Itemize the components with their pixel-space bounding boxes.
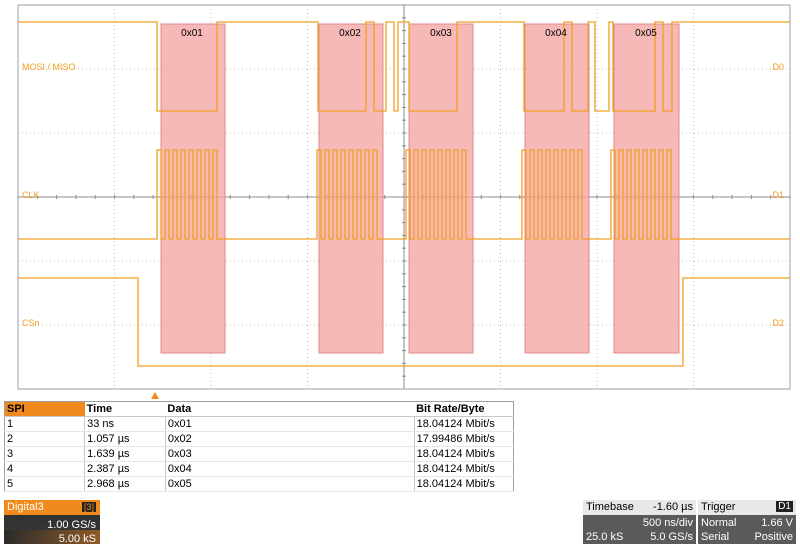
channel-tag-d1: D1 bbox=[772, 190, 784, 200]
table-row[interactable]: 1 33 ns 0x01 18.04124 Mbit/s bbox=[4, 416, 514, 432]
byte-label: 0x03 bbox=[430, 28, 452, 39]
trace-mosi-miso bbox=[18, 21, 790, 112]
timebase-position: -1.60 µs bbox=[653, 501, 693, 513]
cell-index: 5 bbox=[4, 476, 86, 492]
digital-record-length: 5.00 kS bbox=[58, 533, 96, 545]
timebase-title: Timebase bbox=[586, 501, 634, 513]
cell-index: 1 bbox=[4, 416, 86, 432]
trigger-panel[interactable]: Trigger D1 Normal 1.66 V Serial Positive bbox=[698, 500, 796, 544]
trigger-type: Serial bbox=[701, 531, 730, 543]
col-header-time[interactable]: Time bbox=[84, 401, 166, 417]
digital-gradient bbox=[4, 530, 100, 544]
byte-label: 0x02 bbox=[339, 28, 361, 39]
waveform-display[interactable]: MOSI / MISO D0 CLK D1 CSn D2 0x01 0x02 0… bbox=[0, 0, 800, 400]
traces bbox=[18, 21, 790, 367]
byte-labels: 0x01 0x02 0x03 0x04 0x05 bbox=[181, 28, 657, 39]
cell-data: 0x04 bbox=[165, 461, 415, 477]
timebase-record-length: 25.0 kS bbox=[586, 531, 624, 543]
cell-time: 2.387 µs bbox=[84, 461, 166, 477]
col-header-spi[interactable]: SPI bbox=[4, 401, 85, 417]
channel-label-csn: CSn bbox=[22, 318, 40, 328]
timebase-scale: 500 ns/div bbox=[642, 517, 693, 529]
col-header-bitrate[interactable]: Bit Rate/Byte bbox=[414, 401, 514, 417]
trace-clk bbox=[18, 149, 790, 240]
timebase-panel[interactable]: Timebase -1.60 µs 500 ns/div 25.0 kS 5.0… bbox=[583, 500, 696, 544]
col-header-data[interactable]: Data bbox=[165, 401, 415, 417]
cell-time: 2.968 µs bbox=[84, 476, 166, 492]
timebase-sample-rate: 5.0 GS/s bbox=[650, 531, 693, 543]
cell-index: 4 bbox=[4, 461, 86, 477]
table-row[interactable]: 5 2.968 µs 0x05 18.04124 Mbit/s bbox=[4, 476, 514, 492]
cell-time: 1.639 µs bbox=[84, 446, 166, 462]
digital-panel-header bbox=[4, 500, 100, 515]
trace-csn bbox=[18, 277, 790, 367]
channel-label-mosi: MOSI / MISO bbox=[22, 62, 76, 72]
cell-time: 1.057 µs bbox=[84, 431, 166, 447]
byte-label: 0x05 bbox=[635, 28, 657, 39]
digital-channel-panel[interactable]: Digital3 [3] 1.00 GS/s 5.00 kS bbox=[4, 500, 100, 545]
table-row[interactable]: 2 1.057 µs 0x02 17.99486 Mbit/s bbox=[4, 431, 514, 447]
digital-sample-rate: 1.00 GS/s bbox=[47, 519, 96, 531]
byte-label: 0x04 bbox=[545, 28, 567, 39]
packet-highlight bbox=[318, 23, 384, 354]
trigger-level: 1.66 V bbox=[761, 517, 793, 529]
channel-label-clk: CLK bbox=[22, 190, 40, 200]
cell-data: 0x02 bbox=[165, 431, 415, 447]
trigger-header bbox=[698, 500, 796, 515]
cell-data: 0x03 bbox=[165, 446, 415, 462]
trigger-mode: Normal bbox=[701, 517, 737, 529]
cell-bitrate: 18.04124 Mbit/s bbox=[414, 476, 514, 492]
digital-channel-badge: [3] bbox=[81, 502, 96, 512]
cell-bitrate: 18.04124 Mbit/s bbox=[414, 416, 514, 432]
digital-channel-label: Digital3 bbox=[7, 501, 44, 513]
cell-index: 3 bbox=[4, 446, 86, 462]
cell-data: 0x01 bbox=[165, 416, 415, 432]
trigger-source-badge: D1 bbox=[776, 501, 793, 512]
channel-tag-d2: D2 bbox=[772, 318, 784, 328]
cell-bitrate: 17.99486 Mbit/s bbox=[414, 431, 514, 447]
channel-tag-d0: D0 bbox=[772, 62, 784, 72]
cell-data: 0x05 bbox=[165, 476, 415, 492]
table-row[interactable]: 4 2.387 µs 0x04 18.04124 Mbit/s bbox=[4, 461, 514, 477]
decode-table: SPI Time Data Bit Rate/Byte 1 33 ns 0x01… bbox=[4, 401, 514, 492]
byte-label: 0x01 bbox=[181, 28, 203, 39]
trigger-title: Trigger bbox=[701, 501, 736, 513]
table-row[interactable]: 3 1.639 µs 0x03 18.04124 Mbit/s bbox=[4, 446, 514, 462]
cell-index: 2 bbox=[4, 431, 86, 447]
cell-bitrate: 18.04124 Mbit/s bbox=[414, 461, 514, 477]
trigger-position-marker[interactable] bbox=[151, 392, 159, 399]
cell-time: 33 ns bbox=[84, 416, 166, 432]
trigger-slope: Positive bbox=[754, 531, 793, 543]
timebase-header bbox=[583, 500, 696, 515]
table-header-row: SPI Time Data Bit Rate/Byte bbox=[4, 401, 514, 417]
channel-labels: MOSI / MISO D0 CLK D1 CSn D2 bbox=[22, 62, 784, 328]
cell-bitrate: 18.04124 Mbit/s bbox=[414, 446, 514, 462]
